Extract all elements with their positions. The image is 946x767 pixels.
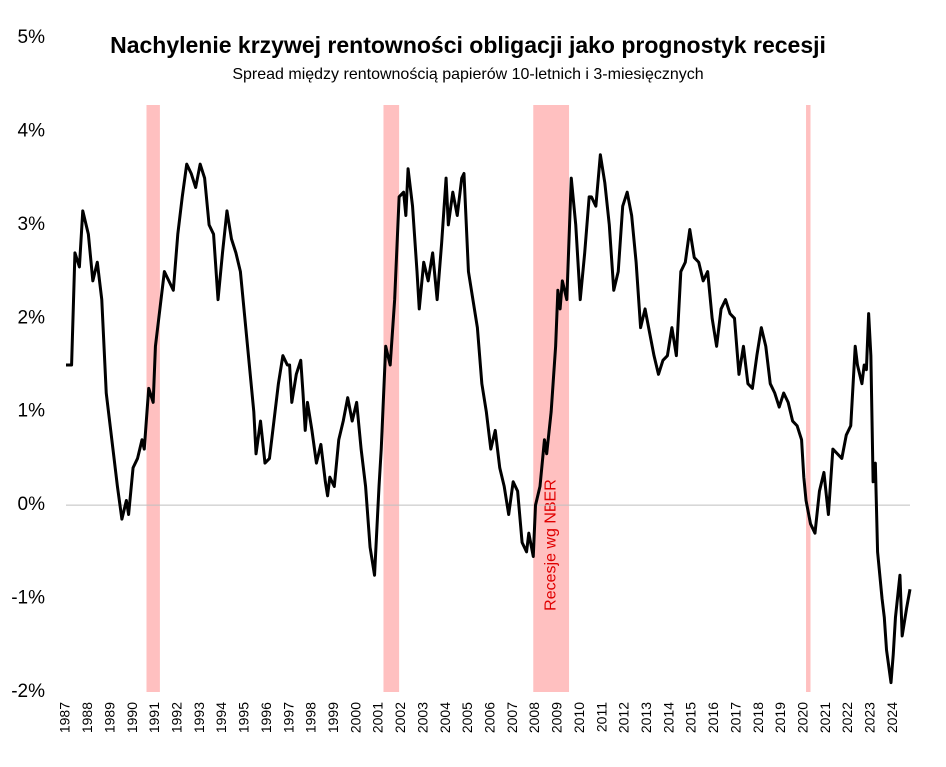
x-tick-label: 2008: [526, 702, 542, 733]
x-tick-label: 2018: [750, 702, 766, 733]
x-tick-label: 2014: [660, 702, 676, 733]
x-tick-label: 1996: [258, 702, 274, 733]
x-tick-label: 2000: [347, 702, 363, 733]
x-tick-label: 1994: [213, 702, 229, 733]
x-tick-label: 1988: [79, 702, 95, 733]
x-tick-label: 1995: [236, 702, 252, 733]
x-tick-label: 1993: [191, 702, 207, 733]
x-tick-label: 2006: [481, 702, 497, 733]
x-tick-label: 2024: [884, 702, 900, 733]
x-tick-label: 2019: [772, 702, 788, 733]
data-line: [66, 153, 912, 685]
x-tick-label: 1998: [303, 702, 319, 733]
x-tick-label: 2005: [459, 702, 475, 733]
y-tick-label: 2%: [18, 307, 46, 328]
x-tick-label: 1989: [101, 702, 117, 733]
x-tick-label: 2009: [549, 702, 565, 733]
x-tick-label: 2012: [616, 702, 632, 733]
recession-band: [383, 105, 400, 692]
y-tick-label: 5%: [18, 27, 46, 48]
x-tick-label: 2020: [795, 702, 811, 733]
x-tick-label: 2002: [392, 702, 408, 733]
y-tick-label: 3%: [18, 214, 46, 235]
x-tick-label: 2023: [862, 702, 878, 733]
y-tick-label: -1%: [11, 588, 45, 609]
x-tick-label: 2015: [683, 702, 699, 733]
chart-subtitle: Spread między rentownością papierów 10-l…: [232, 66, 703, 83]
x-tick-label: 2001: [370, 702, 386, 733]
x-tick-label: 2004: [437, 702, 453, 733]
x-tick-label: 1991: [146, 702, 162, 733]
x-tick-label: 2022: [839, 702, 855, 733]
x-tick-label: 2003: [414, 702, 430, 733]
chart-title: Nachylenie krzywej rentowności obligacji…: [110, 32, 826, 58]
recession-band: [806, 105, 811, 692]
x-tick-label: 2010: [571, 702, 587, 733]
y-tick-label: 1%: [18, 401, 46, 422]
x-tick-label: 2016: [705, 702, 721, 733]
x-tick-label: 2021: [817, 702, 833, 733]
x-tick-label: 1987: [57, 702, 73, 733]
x-tick-label: 1990: [124, 702, 140, 733]
recession-bands: [146, 105, 811, 692]
y-tick-label: 0%: [18, 494, 46, 515]
y-tick-label: -2%: [11, 681, 45, 702]
x-tick-label: 1992: [168, 702, 184, 733]
y-tick-label: 4%: [18, 120, 46, 141]
x-tick-label: 1997: [280, 702, 296, 733]
x-tick-label: 2013: [638, 702, 654, 733]
x-tick-label: 2017: [727, 702, 743, 733]
x-tick-label: 2011: [593, 702, 609, 732]
annotation: Recesje wg NBER: [542, 479, 559, 611]
x-tick-label: 1999: [325, 702, 341, 733]
x-tick-label: 2007: [504, 702, 520, 733]
